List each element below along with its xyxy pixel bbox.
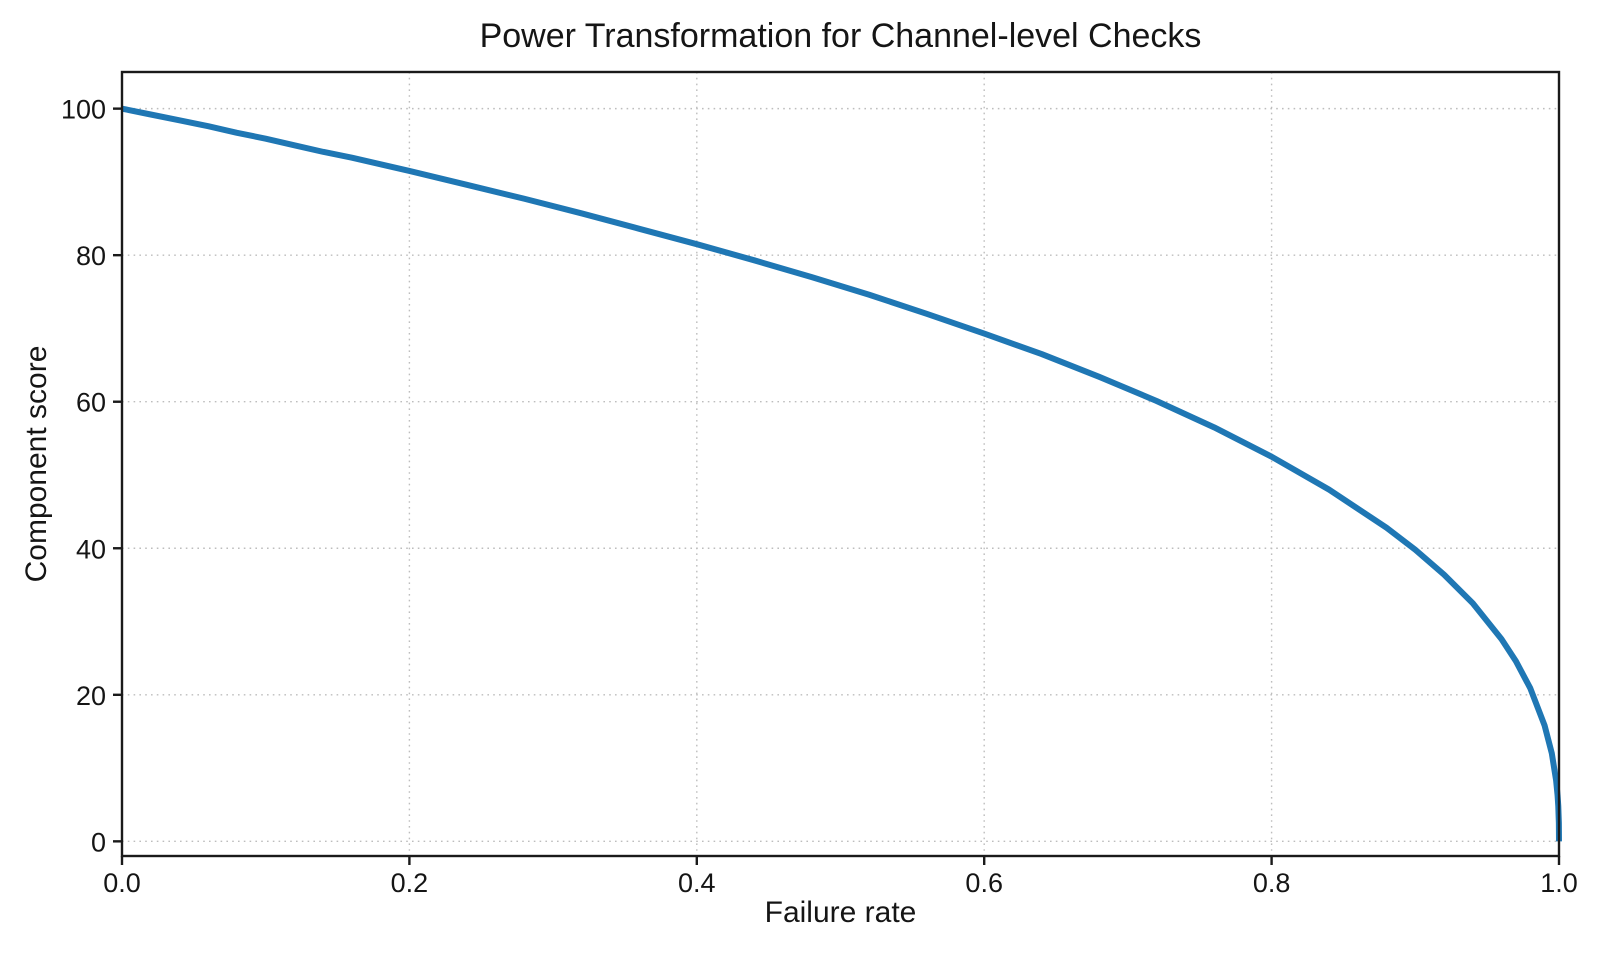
chart-title: Power Transformation for Channel-level C… [479, 17, 1202, 55]
y-tick-label: 20 [76, 681, 106, 711]
x-tick-label: 0.4 [678, 868, 716, 898]
x-tick-label: 0.2 [391, 868, 429, 898]
y-tick-label: 60 [76, 388, 106, 418]
y-tick-label: 80 [76, 241, 106, 271]
x-tick-label: 1.0 [1540, 868, 1578, 898]
x-tick-label: 0.8 [1253, 868, 1291, 898]
y-tick-label: 40 [76, 534, 106, 564]
axes-frame [120, 70, 1561, 858]
x-axis-label: Failure rate [764, 896, 917, 929]
y-tick-label: 0 [91, 827, 106, 857]
y-tick-label: 100 [61, 95, 106, 125]
x-tick-label: 0.6 [965, 868, 1003, 898]
component-score-curve-line [121, 105, 1562, 842]
x-tick-label: 0.0 [103, 868, 141, 898]
